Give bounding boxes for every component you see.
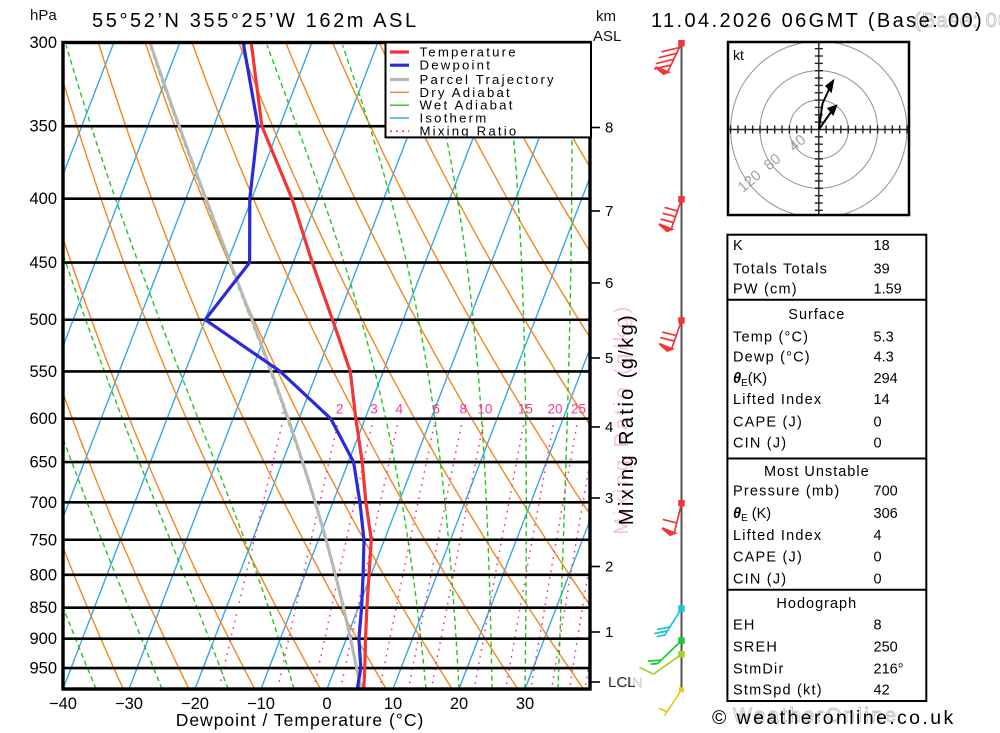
svg-text:0: 0: [874, 549, 882, 565]
svg-text:0: 0: [874, 436, 882, 452]
svg-text:PW (cm): PW (cm): [733, 282, 798, 298]
svg-text:Hodograph: Hodograph: [776, 596, 857, 612]
svg-text:750: 750: [29, 531, 57, 549]
svg-text:250: 250: [874, 640, 898, 656]
svg-text:550: 550: [29, 363, 57, 381]
svg-text:294: 294: [874, 371, 898, 387]
svg-text:42: 42: [874, 683, 890, 699]
svg-text:6: 6: [432, 402, 440, 417]
svg-text:600: 600: [29, 410, 57, 428]
svg-text:10: 10: [477, 402, 492, 417]
svg-text:LCL: LCL: [608, 674, 636, 691]
svg-text:kt: kt: [733, 47, 744, 63]
svg-text:0: 0: [874, 571, 882, 587]
svg-text:Surface: Surface: [788, 307, 845, 323]
svg-text:850: 850: [29, 599, 57, 617]
svg-text:CAPE (J): CAPE (J): [733, 549, 803, 565]
svg-text:55°52’N 355°25’W 162m ASL: 55°52’N 355°25’W 162m ASL: [92, 10, 419, 32]
svg-text:11.04.2026 06GMT (Base: 00): 11.04.2026 06GMT (Base: 00): [651, 10, 984, 32]
svg-text:4.3: 4.3: [874, 350, 894, 366]
svg-text:© weatheronline.co.uk: © weatheronline.co.uk: [712, 707, 956, 729]
svg-text:Lifted Index: Lifted Index: [733, 392, 822, 408]
svg-text:350: 350: [29, 118, 57, 136]
svg-text:950: 950: [29, 660, 57, 678]
svg-text:306: 306: [874, 506, 898, 522]
svg-text:4: 4: [874, 528, 882, 544]
svg-text:Wet Adiabat: Wet Adiabat: [420, 98, 515, 113]
svg-text:Pressure (mb): Pressure (mb): [733, 484, 840, 500]
svg-text:6: 6: [605, 275, 613, 292]
svg-text:Dewp (°C): Dewp (°C): [733, 350, 811, 366]
svg-text:Dewpoint: Dewpoint: [420, 58, 493, 73]
svg-text:Temp (°C): Temp (°C): [733, 330, 809, 346]
svg-text:0: 0: [874, 415, 882, 431]
svg-text:K: K: [733, 238, 744, 254]
svg-text:500: 500: [29, 311, 57, 329]
svg-text:5.3: 5.3: [874, 330, 894, 346]
svg-text:4: 4: [396, 402, 404, 417]
svg-text:Temperature: Temperature: [420, 45, 518, 60]
svg-text:2: 2: [336, 402, 344, 417]
svg-text:5: 5: [605, 350, 613, 367]
svg-text:1.59: 1.59: [874, 282, 902, 298]
svg-text:Dry Adiabat: Dry Adiabat: [420, 85, 512, 100]
svg-text:CIN: CIN: [617, 675, 643, 692]
svg-text:10: 10: [384, 695, 402, 713]
svg-text:4: 4: [605, 419, 613, 436]
svg-text:8: 8: [605, 120, 613, 137]
svg-text:(Base: 00): (Base: 00): [914, 10, 1000, 32]
svg-text:20: 20: [547, 402, 562, 417]
svg-text:−10: −10: [247, 695, 275, 713]
svg-text:Isotherm: Isotherm: [420, 111, 489, 126]
svg-text:8: 8: [874, 618, 882, 634]
svg-text:216°: 216°: [874, 661, 904, 677]
svg-text:Parcel Trajectory: Parcel Trajectory: [420, 72, 556, 87]
svg-text:km: km: [596, 8, 616, 25]
svg-text:25: 25: [571, 402, 586, 417]
svg-text:Lifted Index: Lifted Index: [733, 528, 822, 544]
svg-text:0: 0: [322, 695, 331, 713]
svg-text:700: 700: [874, 484, 898, 500]
svg-text:1: 1: [605, 624, 613, 641]
svg-text:2: 2: [605, 559, 613, 576]
svg-text:CAPE (J): CAPE (J): [733, 415, 803, 431]
svg-text:400: 400: [29, 190, 57, 208]
svg-text:Mixing Ratio: Mixing Ratio: [420, 124, 519, 139]
svg-text:Dewpoint / Temperature (°C): Dewpoint / Temperature (°C): [176, 710, 425, 730]
svg-text:Mixing Ratio (g/kg): Mixing Ratio (g/kg): [616, 313, 638, 525]
svg-text:θE(K): θE(K): [733, 371, 767, 389]
svg-text:650: 650: [29, 454, 57, 472]
svg-text:39: 39: [874, 261, 890, 277]
svg-text:Most Unstable: Most Unstable: [764, 464, 870, 480]
svg-text:8: 8: [460, 402, 468, 417]
svg-text:800: 800: [29, 566, 57, 584]
svg-text:450: 450: [29, 254, 57, 272]
svg-text:900: 900: [29, 630, 57, 648]
svg-text:−40: −40: [49, 695, 77, 713]
svg-text:30: 30: [516, 695, 534, 713]
svg-text:WeatherOnline: WeatherOnline: [733, 705, 899, 727]
svg-text:3: 3: [370, 402, 378, 417]
svg-text:14: 14: [874, 392, 890, 408]
svg-text:7: 7: [605, 203, 613, 220]
svg-text:3: 3: [605, 490, 613, 507]
svg-text:ASL: ASL: [593, 28, 621, 45]
svg-text:15: 15: [518, 402, 533, 417]
svg-text:hPa: hPa: [30, 7, 57, 24]
svg-text:Mixing Ratio (g/kg): Mixing Ratio (g/kg): [611, 303, 633, 534]
svg-text:CIN (J): CIN (J): [733, 571, 787, 587]
svg-text:18: 18: [874, 238, 890, 254]
svg-text:StmDir: StmDir: [733, 661, 785, 677]
svg-text:20: 20: [450, 695, 468, 713]
svg-text:SREH: SREH: [733, 640, 778, 656]
svg-text:−20: −20: [181, 695, 209, 713]
svg-text:300: 300: [29, 34, 57, 52]
svg-text:θE (K): θE (K): [733, 506, 771, 524]
svg-text:StmSpd (kt): StmSpd (kt): [733, 683, 823, 699]
svg-text:EH: EH: [733, 618, 756, 634]
svg-text:Totals Totals: Totals Totals: [733, 261, 828, 277]
svg-text:CIN (J): CIN (J): [733, 436, 787, 452]
svg-text:700: 700: [29, 494, 57, 512]
svg-text:−30: −30: [115, 695, 143, 713]
